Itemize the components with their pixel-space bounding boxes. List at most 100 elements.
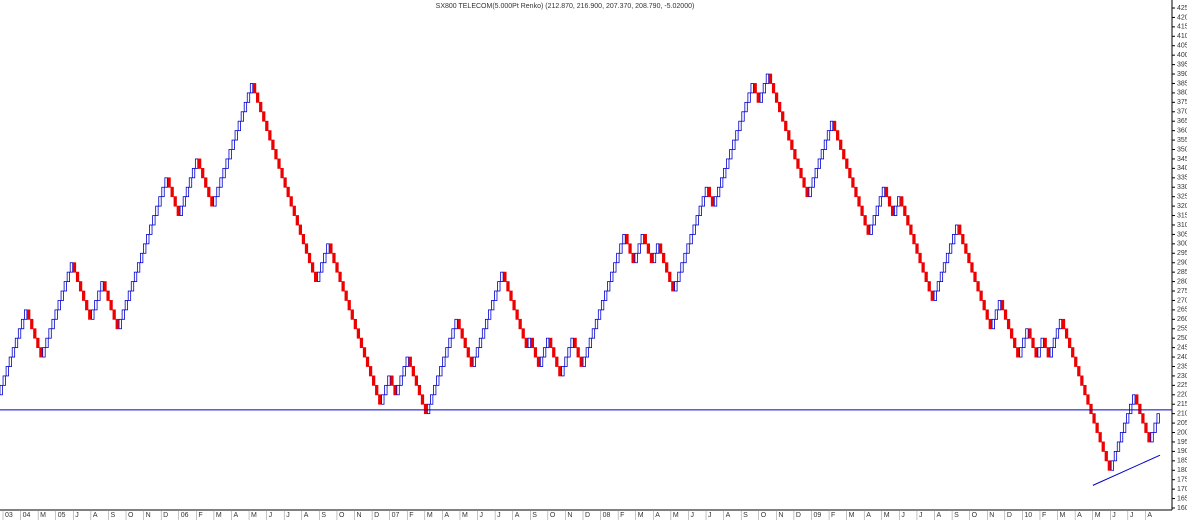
down-brick bbox=[1046, 347, 1050, 358]
down-brick bbox=[521, 328, 525, 339]
down-brick bbox=[860, 205, 864, 216]
down-brick bbox=[372, 375, 376, 386]
up-brick bbox=[430, 394, 434, 405]
up-brick bbox=[567, 347, 571, 358]
up-brick bbox=[57, 300, 61, 311]
x-tick-label: N bbox=[567, 512, 572, 519]
y-tick-label: 415 bbox=[1177, 24, 1187, 31]
down-brick bbox=[1104, 450, 1108, 462]
y-tick-label: 400 bbox=[1177, 52, 1187, 59]
down-brick bbox=[167, 177, 171, 188]
up-brick bbox=[1049, 347, 1053, 358]
down-brick bbox=[970, 262, 974, 273]
up-brick bbox=[433, 384, 437, 396]
y-tick-label: 190 bbox=[1177, 448, 1187, 455]
up-brick bbox=[878, 196, 883, 207]
up-brick bbox=[243, 101, 248, 113]
up-brick bbox=[564, 356, 568, 367]
down-brick bbox=[262, 111, 266, 122]
down-brick bbox=[27, 309, 31, 320]
up-brick bbox=[994, 309, 999, 320]
down-brick bbox=[103, 281, 107, 292]
y-tick-label: 180 bbox=[1177, 467, 1187, 474]
trendline bbox=[1092, 454, 1161, 486]
down-brick bbox=[579, 356, 583, 367]
up-brick bbox=[222, 167, 226, 179]
down-brick bbox=[1064, 328, 1069, 339]
x-tick-label: A bbox=[726, 512, 731, 519]
down-brick bbox=[778, 101, 782, 113]
down-brick bbox=[417, 384, 422, 396]
down-brick bbox=[643, 234, 647, 245]
up-brick bbox=[396, 384, 400, 396]
x-tick-label: A bbox=[304, 512, 309, 519]
down-brick bbox=[256, 92, 260, 103]
x-tick-label: J bbox=[901, 512, 905, 519]
down-brick bbox=[625, 234, 629, 245]
up-brick bbox=[808, 186, 812, 198]
down-brick bbox=[518, 318, 522, 330]
down-brick bbox=[365, 356, 370, 367]
down-brick bbox=[1061, 318, 1066, 330]
x-tick-label: 07 bbox=[392, 512, 400, 519]
x-tick-label: A bbox=[515, 512, 520, 519]
up-brick bbox=[729, 149, 733, 160]
down-brick bbox=[848, 167, 852, 179]
up-brick bbox=[750, 83, 754, 94]
down-brick bbox=[204, 177, 208, 188]
y-tick-label: 255 bbox=[1177, 326, 1187, 333]
chart-title: SX800 TELECOM(5.000Pt Renko) (212.870, 2… bbox=[436, 3, 695, 10]
down-brick bbox=[414, 375, 419, 386]
x-tick-label: A bbox=[1147, 512, 1152, 519]
x-tick-label: A bbox=[866, 512, 871, 519]
y-tick-label: 250 bbox=[1177, 335, 1187, 342]
up-brick bbox=[402, 366, 406, 377]
down-brick bbox=[307, 252, 312, 264]
x-tick-label: O bbox=[972, 512, 978, 519]
down-brick bbox=[341, 281, 345, 292]
down-brick bbox=[1141, 413, 1145, 424]
down-brick bbox=[30, 318, 34, 330]
down-brick bbox=[851, 177, 855, 188]
down-brick bbox=[1138, 403, 1142, 415]
down-brick bbox=[329, 243, 333, 254]
down-brick bbox=[1043, 337, 1047, 349]
up-brick bbox=[323, 252, 327, 264]
up-brick bbox=[1040, 337, 1044, 349]
down-brick bbox=[1135, 394, 1139, 405]
up-brick bbox=[1052, 337, 1057, 349]
y-tick-label: 225 bbox=[1177, 382, 1187, 389]
up-brick bbox=[1150, 432, 1154, 443]
y-tick-label: 390 bbox=[1177, 71, 1187, 78]
up-brick bbox=[387, 375, 391, 386]
down-brick bbox=[210, 196, 214, 207]
y-tick-label: 300 bbox=[1177, 241, 1187, 248]
up-brick bbox=[1025, 328, 1029, 339]
up-brick bbox=[124, 300, 129, 311]
up-brick bbox=[716, 186, 721, 198]
down-brick bbox=[979, 290, 983, 301]
down-brick bbox=[411, 366, 415, 377]
y-tick-label: 290 bbox=[1177, 260, 1187, 267]
up-brick bbox=[704, 186, 709, 198]
down-brick bbox=[964, 243, 968, 254]
y-tick-label: 230 bbox=[1177, 373, 1187, 380]
up-brick bbox=[738, 120, 742, 132]
up-brick bbox=[320, 262, 324, 273]
down-brick bbox=[753, 83, 757, 94]
down-brick bbox=[72, 262, 77, 273]
y-tick-label: 195 bbox=[1177, 439, 1187, 446]
x-tick-label: D bbox=[1007, 512, 1012, 519]
up-brick bbox=[1122, 422, 1127, 433]
up-brick bbox=[1156, 413, 1160, 424]
up-brick bbox=[546, 337, 550, 349]
down-brick bbox=[887, 196, 892, 207]
x-tick-label: J bbox=[1130, 512, 1134, 519]
down-brick bbox=[552, 347, 556, 358]
up-brick bbox=[1022, 337, 1026, 349]
x-tick-label: O bbox=[761, 512, 767, 519]
up-brick bbox=[454, 318, 458, 330]
x-tick-label: J bbox=[1112, 512, 1116, 519]
down-brick bbox=[503, 271, 507, 282]
up-brick bbox=[94, 300, 98, 311]
